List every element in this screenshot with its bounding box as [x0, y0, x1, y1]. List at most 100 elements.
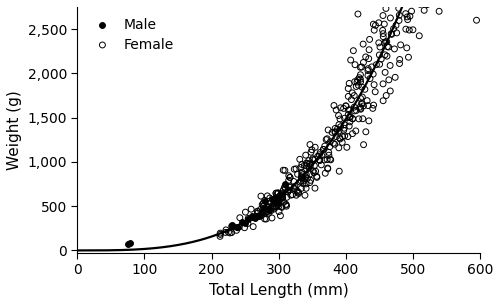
Female	[354, 12, 362, 16]
Legend: Male, Female: Male, Female	[84, 14, 178, 56]
Female	[351, 62, 359, 67]
Female	[345, 124, 353, 128]
Female	[260, 204, 268, 209]
Female	[365, 118, 373, 123]
Female	[324, 127, 332, 132]
Male	[228, 223, 235, 228]
Female	[368, 64, 376, 69]
Female	[280, 188, 287, 192]
Female	[352, 128, 360, 133]
Female	[340, 128, 347, 133]
Male	[233, 224, 241, 229]
Female	[422, 0, 430, 3]
Female	[258, 213, 266, 218]
Female	[290, 186, 298, 191]
Female	[395, 18, 403, 23]
Female	[266, 196, 274, 200]
Female	[388, 32, 396, 37]
Female	[316, 157, 324, 162]
Female	[350, 105, 358, 109]
Female	[344, 112, 352, 117]
Female	[270, 201, 278, 206]
Female	[330, 141, 338, 146]
Female	[285, 173, 293, 178]
Male	[268, 197, 276, 202]
Female	[348, 97, 356, 102]
Female	[272, 200, 280, 205]
Female	[261, 210, 269, 215]
Female	[408, 9, 416, 14]
Female	[260, 200, 268, 205]
Female	[387, 31, 395, 36]
Female	[278, 205, 286, 210]
Male	[264, 208, 272, 213]
Female	[269, 205, 277, 210]
Female	[348, 131, 356, 136]
Female	[321, 171, 329, 176]
Female	[260, 210, 268, 214]
Female	[404, 17, 411, 22]
Female	[354, 77, 362, 82]
Female	[228, 224, 235, 229]
Female	[266, 208, 274, 213]
Female	[395, 6, 403, 11]
Female	[408, 0, 416, 2]
Male	[241, 221, 249, 226]
Female	[265, 205, 273, 210]
Female	[369, 106, 377, 111]
Female	[348, 90, 356, 95]
Female	[313, 175, 321, 180]
Female	[377, 57, 385, 62]
Female	[340, 134, 348, 138]
Female	[364, 66, 372, 71]
Female	[284, 188, 292, 193]
Female	[392, 23, 400, 28]
Female	[275, 201, 283, 206]
Female	[276, 213, 284, 218]
Female	[360, 142, 368, 147]
Female	[299, 181, 307, 186]
Female	[336, 137, 344, 142]
Female	[254, 214, 262, 219]
Female	[380, 1, 388, 5]
Female	[272, 191, 280, 196]
Female	[247, 207, 255, 212]
Male	[278, 192, 286, 197]
Female	[346, 115, 354, 120]
Female	[318, 153, 326, 158]
Female	[264, 210, 272, 214]
Female	[316, 152, 324, 157]
Female	[318, 162, 326, 167]
Female	[372, 23, 380, 28]
Female	[359, 42, 367, 47]
Female	[302, 181, 310, 186]
Female	[274, 195, 281, 200]
Female	[264, 193, 272, 198]
Female	[290, 167, 298, 172]
Female	[272, 203, 280, 208]
Female	[300, 163, 308, 168]
Female	[286, 185, 294, 189]
Female	[298, 171, 306, 176]
Female	[344, 94, 352, 99]
Female	[216, 234, 224, 239]
Female	[338, 134, 346, 139]
Female	[320, 157, 328, 162]
Female	[287, 185, 295, 189]
Female	[326, 157, 334, 162]
Female	[342, 104, 350, 109]
Female	[385, 77, 393, 82]
Female	[249, 224, 257, 229]
Female	[292, 167, 300, 171]
Female	[302, 186, 310, 191]
Female	[294, 172, 302, 177]
Female	[254, 209, 262, 214]
Female	[406, 28, 413, 33]
Female	[272, 191, 280, 196]
Female	[358, 85, 366, 90]
Female	[311, 157, 319, 162]
Female	[340, 116, 348, 120]
Female	[356, 96, 364, 101]
Female	[396, 57, 404, 62]
Female	[309, 156, 317, 161]
